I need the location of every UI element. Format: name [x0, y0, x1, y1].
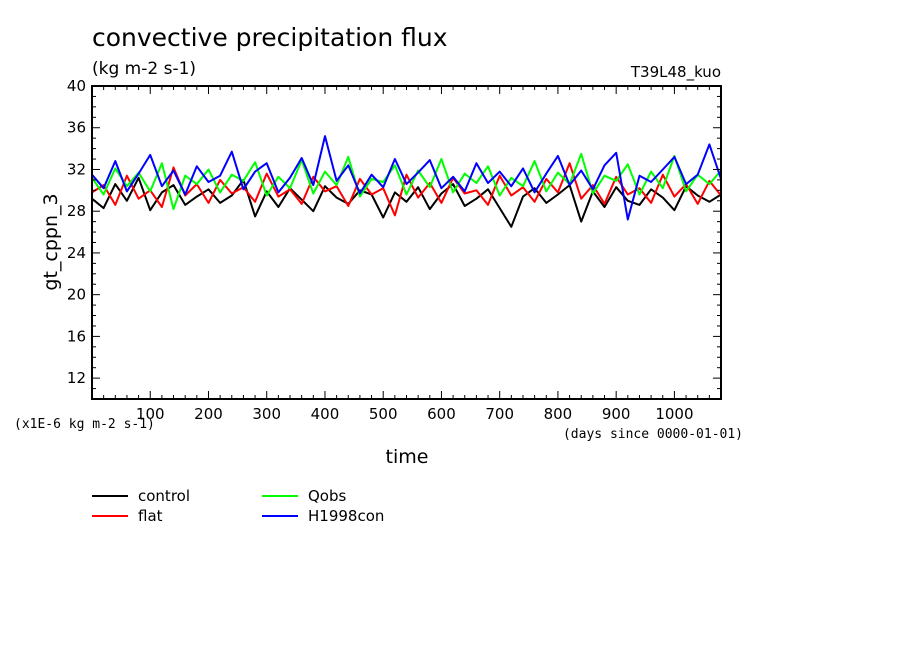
- legend-label-qobs: Qobs: [308, 487, 347, 505]
- chart-subtitle: (kg m-2 s-1): [92, 59, 196, 79]
- x-tick-label: 300: [252, 405, 281, 423]
- y-tick-label: 20: [67, 286, 86, 304]
- x-tick-label: 700: [485, 405, 514, 423]
- run-label: T39L48_kuo: [630, 63, 721, 82]
- y-tick-label: 12: [67, 369, 86, 387]
- legend-label-flat: flat: [138, 507, 163, 525]
- series-layer: [91, 135, 722, 228]
- x-tick-label: 900: [602, 405, 631, 423]
- y-tick-label: 36: [67, 119, 86, 137]
- series-line-control: [91, 176, 722, 228]
- y-axis: 12 16 20 24 28 32 36 40: [67, 77, 721, 400]
- x-tick-label: 500: [369, 405, 398, 423]
- y-scale-note: (x1E-6 kg m-2 s-1): [14, 417, 155, 432]
- y-tick-label: 40: [67, 77, 86, 95]
- legend: control flat Qobs H1998con: [92, 487, 384, 525]
- x-tick-label: 600: [427, 405, 456, 423]
- legend-label-control: control: [138, 487, 190, 505]
- x-tick-label: 1000: [655, 405, 693, 423]
- series-line-qobs: [91, 152, 722, 211]
- x-tick-label: 400: [311, 405, 340, 423]
- y-tick-label: 24: [67, 244, 86, 262]
- y-axis-label: gt_cppn_3: [40, 193, 62, 290]
- x-unit-note: (days since 0000-01-01): [563, 427, 743, 442]
- x-axis-label: time: [386, 446, 429, 468]
- x-tick-label: 200: [194, 405, 223, 423]
- x-tick-label: 100: [136, 405, 165, 423]
- legend-label-h1998con: H1998con: [308, 507, 384, 525]
- series-line-h1998con: [91, 135, 722, 221]
- x-axis: 100 200 300 400 500 600 700 800 900 1000: [103, 86, 710, 423]
- chart-title: convective precipitation flux: [92, 23, 448, 52]
- x-tick-label: 800: [544, 405, 573, 423]
- y-tick-label: 32: [67, 160, 86, 178]
- plot-frame: [91, 85, 722, 400]
- y-tick-label: 16: [67, 327, 86, 345]
- y-tick-label: 28: [67, 202, 86, 220]
